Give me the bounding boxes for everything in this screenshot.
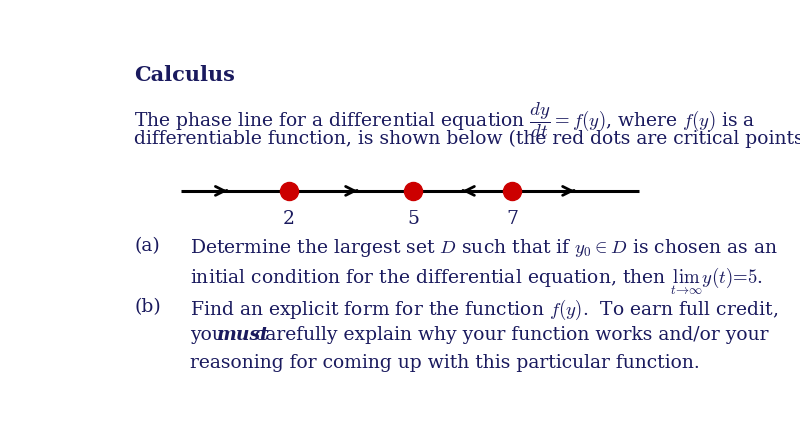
Text: reasoning for coming up with this particular function.: reasoning for coming up with this partic… bbox=[190, 354, 700, 372]
Text: 7: 7 bbox=[506, 210, 518, 228]
Text: The phase line for a differential equation $\dfrac{dy}{dt} = f(y)$, where $f(y)$: The phase line for a differential equati… bbox=[134, 100, 755, 140]
Text: 2: 2 bbox=[283, 210, 295, 228]
Text: 5: 5 bbox=[407, 210, 419, 228]
Text: Calculus: Calculus bbox=[134, 65, 235, 85]
Text: carefully explain why your function works and/or your: carefully explain why your function work… bbox=[250, 326, 769, 344]
Text: (b): (b) bbox=[134, 298, 161, 316]
Text: (a): (a) bbox=[134, 237, 160, 255]
Text: initial condition for the differential equation, then $\lim_{t\to\infty} y(t) = : initial condition for the differential e… bbox=[190, 265, 762, 297]
Text: Find an explicit form for the function $f(y)$.  To earn full credit,: Find an explicit form for the function $… bbox=[190, 298, 778, 322]
Text: must: must bbox=[217, 326, 270, 344]
Text: you: you bbox=[190, 326, 230, 344]
Text: Determine the largest set $D$ such that if $y_0 \in D$ is chosen as an: Determine the largest set $D$ such that … bbox=[190, 237, 778, 259]
Text: differentiable function, is shown below (the red dots are critical points).: differentiable function, is shown below … bbox=[134, 130, 800, 148]
